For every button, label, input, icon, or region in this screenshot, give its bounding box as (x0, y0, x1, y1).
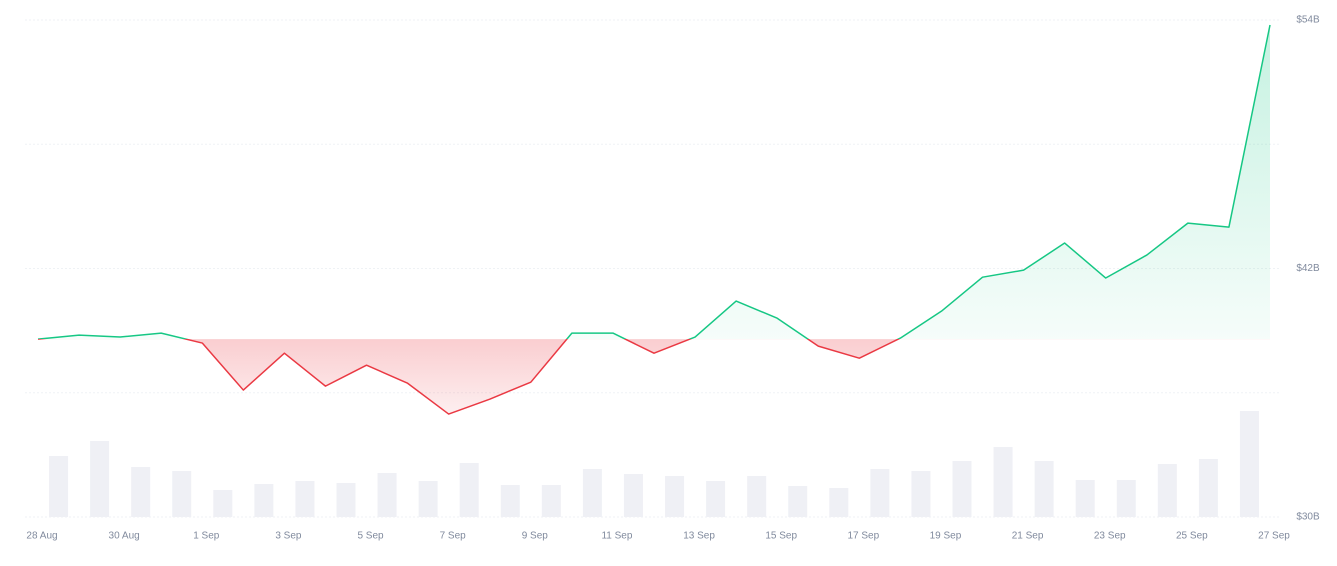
volume-bar (1116, 480, 1136, 517)
volume-bar (993, 447, 1013, 517)
volume-bar (418, 481, 438, 517)
price-line (37, 24, 1271, 415)
volume-bar (747, 476, 767, 517)
volume-bar (623, 474, 643, 517)
y-tick-label: $30B (1296, 512, 1320, 523)
x-tick-label: 19 Sep (930, 531, 962, 542)
volume-bar (952, 461, 972, 517)
volume-bar (1157, 464, 1177, 517)
volume-bar (1198, 459, 1218, 517)
volume-bar (829, 488, 849, 517)
volume-bar (254, 484, 274, 517)
x-tick-label: 23 Sep (1094, 531, 1126, 542)
x-tick-label: 25 Sep (1176, 531, 1208, 542)
volume-bar (706, 481, 726, 517)
volume-bar (541, 485, 561, 517)
volume-bar (295, 481, 315, 517)
x-tick-label: 9 Sep (522, 531, 549, 542)
x-tick-label: 3 Sep (275, 531, 302, 542)
x-tick-label: 13 Sep (683, 531, 715, 542)
volume-bar (131, 467, 151, 517)
x-tick-label: 21 Sep (1012, 531, 1044, 542)
volume-bar (582, 469, 602, 517)
x-tick-label: 5 Sep (357, 531, 384, 542)
x-tick-label: 7 Sep (440, 531, 467, 542)
x-tick-label: 17 Sep (847, 531, 879, 542)
volume-bar (1075, 480, 1095, 517)
volume-bar (870, 469, 890, 517)
volume-bar (377, 473, 397, 517)
volume-bar (459, 463, 479, 517)
volume-bar (172, 471, 192, 517)
x-tick-label: 30 Aug (109, 531, 140, 542)
volume-bar (49, 456, 69, 517)
x-tick-label: 27 Sep (1258, 531, 1290, 542)
area (38, 24, 1270, 415)
volume-bar (665, 476, 685, 517)
x-tick-label: 11 Sep (601, 531, 632, 542)
x-tick-label: 15 Sep (765, 531, 797, 542)
x-tick-label: 1 Sep (193, 531, 220, 542)
volume-bar (1239, 411, 1259, 517)
volume-bar (213, 490, 233, 517)
volume-bar (90, 441, 110, 517)
volume-bar (500, 485, 520, 517)
volume-bar (336, 483, 356, 517)
volume-bar (1034, 461, 1054, 517)
volume-bar (911, 471, 931, 517)
volume-bar (788, 486, 808, 517)
x-tick-label: 28 Aug (26, 531, 57, 542)
y-tick-label: $54B (1296, 15, 1320, 26)
y-tick-label: $42B (1296, 263, 1320, 274)
